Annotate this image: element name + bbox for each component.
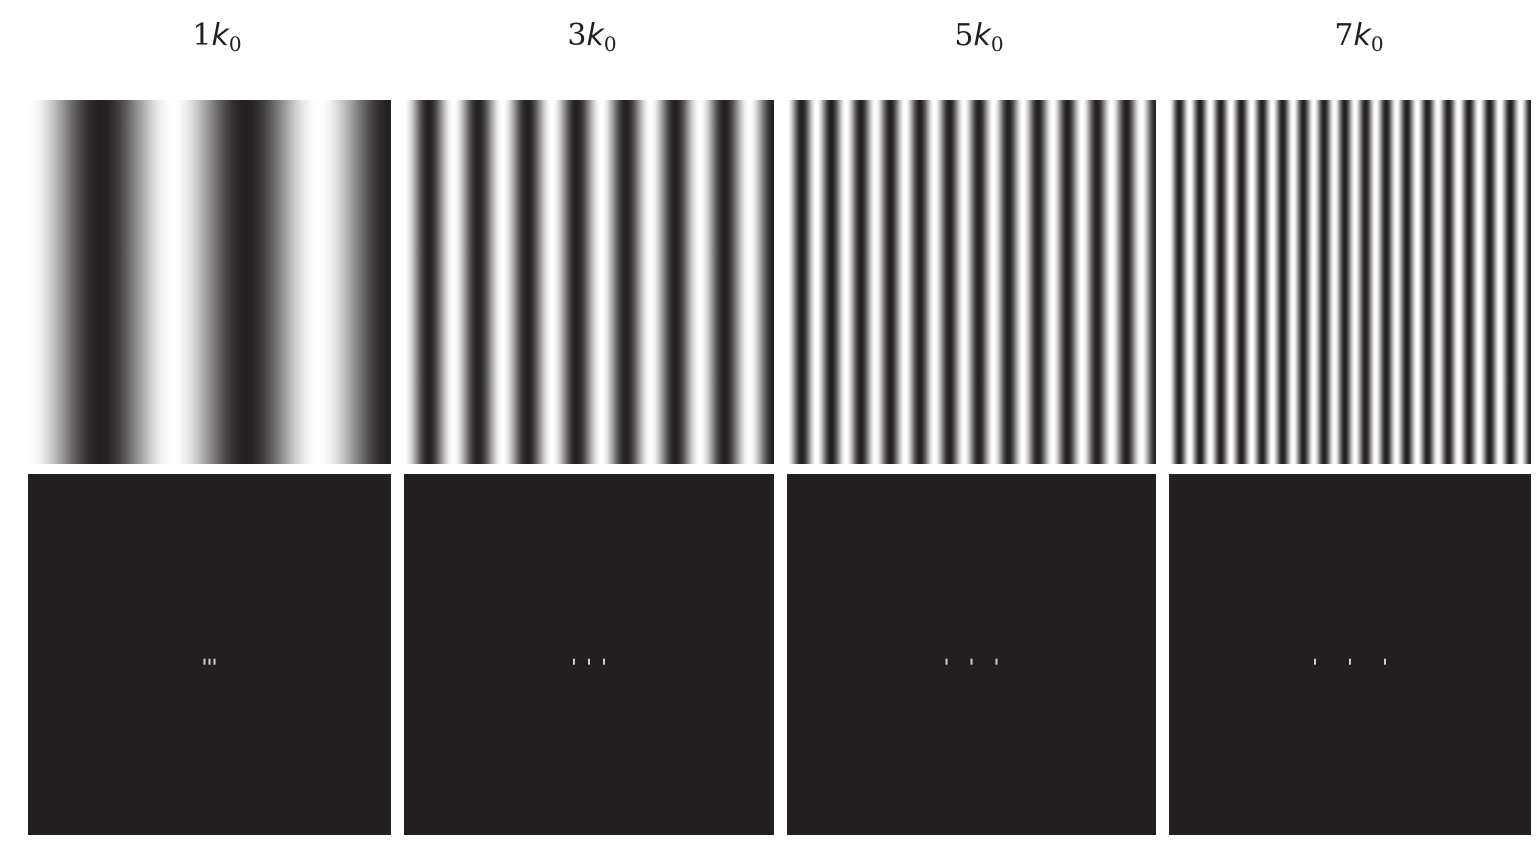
dc-peak <box>208 658 211 665</box>
label-subscript: 0 <box>603 32 617 56</box>
grating-panel-1k0 <box>28 100 391 464</box>
grating-fill <box>404 100 774 464</box>
spectrum-image <box>1314 658 1386 665</box>
column-label-5k0: 5k0 <box>919 18 1039 56</box>
label-symbol: k <box>973 18 991 53</box>
grating-fill <box>1169 100 1531 464</box>
frequency-peak <box>203 658 206 665</box>
grating-image <box>404 100 774 464</box>
spectrum-image <box>945 658 998 665</box>
frequency-peak <box>603 658 605 665</box>
label-multiplier: 3 <box>567 18 587 53</box>
label-multiplier: 7 <box>1334 18 1354 53</box>
grating-panel-3k0 <box>404 100 774 464</box>
label-multiplier: 1 <box>192 18 212 53</box>
frequency-peak <box>1314 658 1316 665</box>
grating-panel-5k0 <box>787 100 1156 464</box>
grating-fill <box>787 100 1156 464</box>
spectrum-image <box>573 658 605 665</box>
frequency-peak <box>213 658 216 665</box>
label-symbol: k <box>586 18 604 53</box>
spectrum-panel-1k0 <box>28 474 391 835</box>
label-subscript: 0 <box>1370 32 1384 56</box>
frequency-peak <box>1384 658 1386 665</box>
grating-image <box>28 100 391 464</box>
column-label-3k0: 3k0 <box>532 18 652 56</box>
spectrum-image <box>203 658 216 665</box>
column-label-1k0: 1k0 <box>157 18 277 56</box>
spectrum-panel-5k0 <box>787 474 1156 835</box>
grating-image <box>1169 100 1531 464</box>
grating-panel-7k0 <box>1169 100 1531 464</box>
label-subscript: 0 <box>990 32 1004 56</box>
label-symbol: k <box>211 18 229 53</box>
spectrum-panel-7k0 <box>1169 474 1531 835</box>
frequency-peak <box>945 658 948 665</box>
column-label-7k0: 7k0 <box>1299 18 1419 56</box>
label-multiplier: 5 <box>954 18 974 53</box>
label-subscript: 0 <box>228 32 242 56</box>
dc-peak <box>970 658 973 665</box>
grating-fill <box>28 100 391 464</box>
grating-image <box>787 100 1156 464</box>
dc-peak <box>588 658 590 665</box>
label-symbol: k <box>1353 18 1371 53</box>
dc-peak <box>1349 658 1351 665</box>
spectrum-panel-3k0 <box>404 474 774 835</box>
frequency-peak <box>995 658 998 665</box>
frequency-peak <box>573 658 575 665</box>
